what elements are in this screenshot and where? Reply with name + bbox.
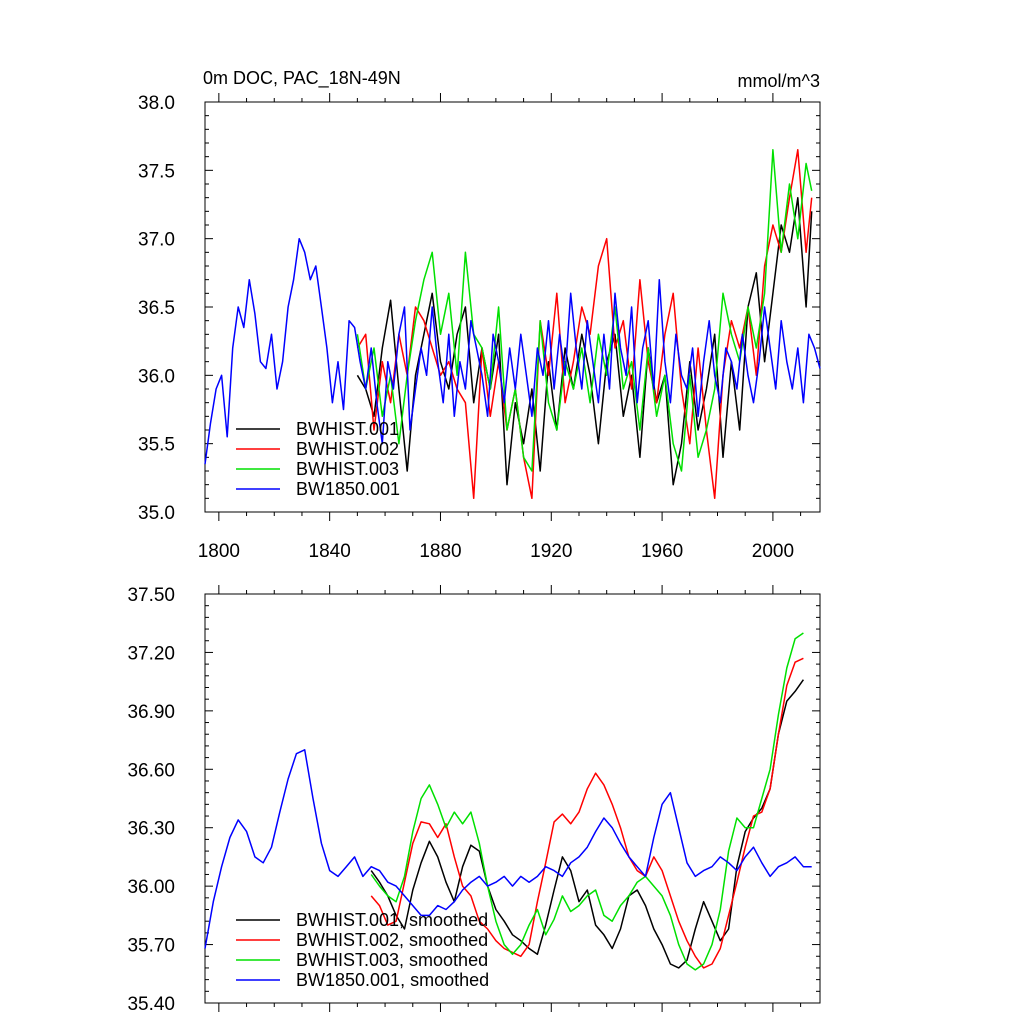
panel-smoothed: 35.40 35.70 36.00 36.30 36.60 36.90 37.20 37.50… xyxy=(127,585,821,1015)
series-line-bw1850-001-smoothed xyxy=(204,749,812,949)
plot-frame xyxy=(204,593,821,1004)
legend-label: BW1850.001 xyxy=(296,479,400,499)
x-tick-label: 1800 xyxy=(198,541,240,562)
y-tick-label: 37.50 xyxy=(127,585,175,606)
x-tick-label: 2000 xyxy=(752,541,794,562)
y-tick-label: 37.0 xyxy=(138,230,175,251)
y-tick-label: 35.5 xyxy=(138,435,175,456)
legend-label: BWHIST.001 xyxy=(296,419,399,439)
panel-raw: 35.0 35.5 36.0 36.5 37.0 37.5 38.0 1800 1840 1880… xyxy=(138,93,821,562)
y-tick-label: 36.5 xyxy=(138,298,175,319)
series-line-bwhist-002-smoothed xyxy=(370,657,804,969)
x-tick-label: 1920 xyxy=(530,541,572,562)
top-panel-units: mmol/m^3 xyxy=(738,71,820,91)
y-tick-label: 38.0 xyxy=(138,93,175,114)
x-tick-label: 1960 xyxy=(641,541,683,562)
series-line-bwhist-002 xyxy=(356,149,813,500)
legend-label: BWHIST.003, smoothed xyxy=(296,950,488,970)
x-tick-label: 1880 xyxy=(419,541,461,562)
legend-label: BW1850.001, smoothed xyxy=(296,970,489,990)
series-line-bw1850-001 xyxy=(204,237,821,465)
y-tick-label: 36.90 xyxy=(127,702,175,723)
x-tick-label: 1840 xyxy=(309,541,351,562)
y-tick-label: 37.20 xyxy=(127,643,175,664)
y-tick-label: 36.00 xyxy=(127,877,175,898)
legend-label: BWHIST.002 xyxy=(296,439,399,459)
series-line-bwhist-001 xyxy=(356,196,813,486)
legend-label: BWHIST.001, smoothed xyxy=(296,910,488,930)
series-line-bwhist-001-smoothed xyxy=(370,679,805,969)
y-tick-label: 35.40 xyxy=(127,994,175,1015)
top-panel-title: 0m DOC, PAC_18N-49N xyxy=(203,68,401,89)
y-tick-label: 35.70 xyxy=(127,936,175,957)
y-tick-label: 37.5 xyxy=(138,161,175,182)
legend-label: BWHIST.003 xyxy=(296,459,399,479)
legend-label: BWHIST.002, smoothed xyxy=(296,930,488,950)
y-tick-label: 36.30 xyxy=(127,819,175,840)
y-tick-label: 35.0 xyxy=(138,503,175,524)
series-line-bwhist-003 xyxy=(356,149,813,472)
y-tick-label: 36.60 xyxy=(127,760,175,781)
y-tick-label: 36.0 xyxy=(138,366,175,387)
series-line-bwhist-003-smoothed xyxy=(370,632,804,971)
